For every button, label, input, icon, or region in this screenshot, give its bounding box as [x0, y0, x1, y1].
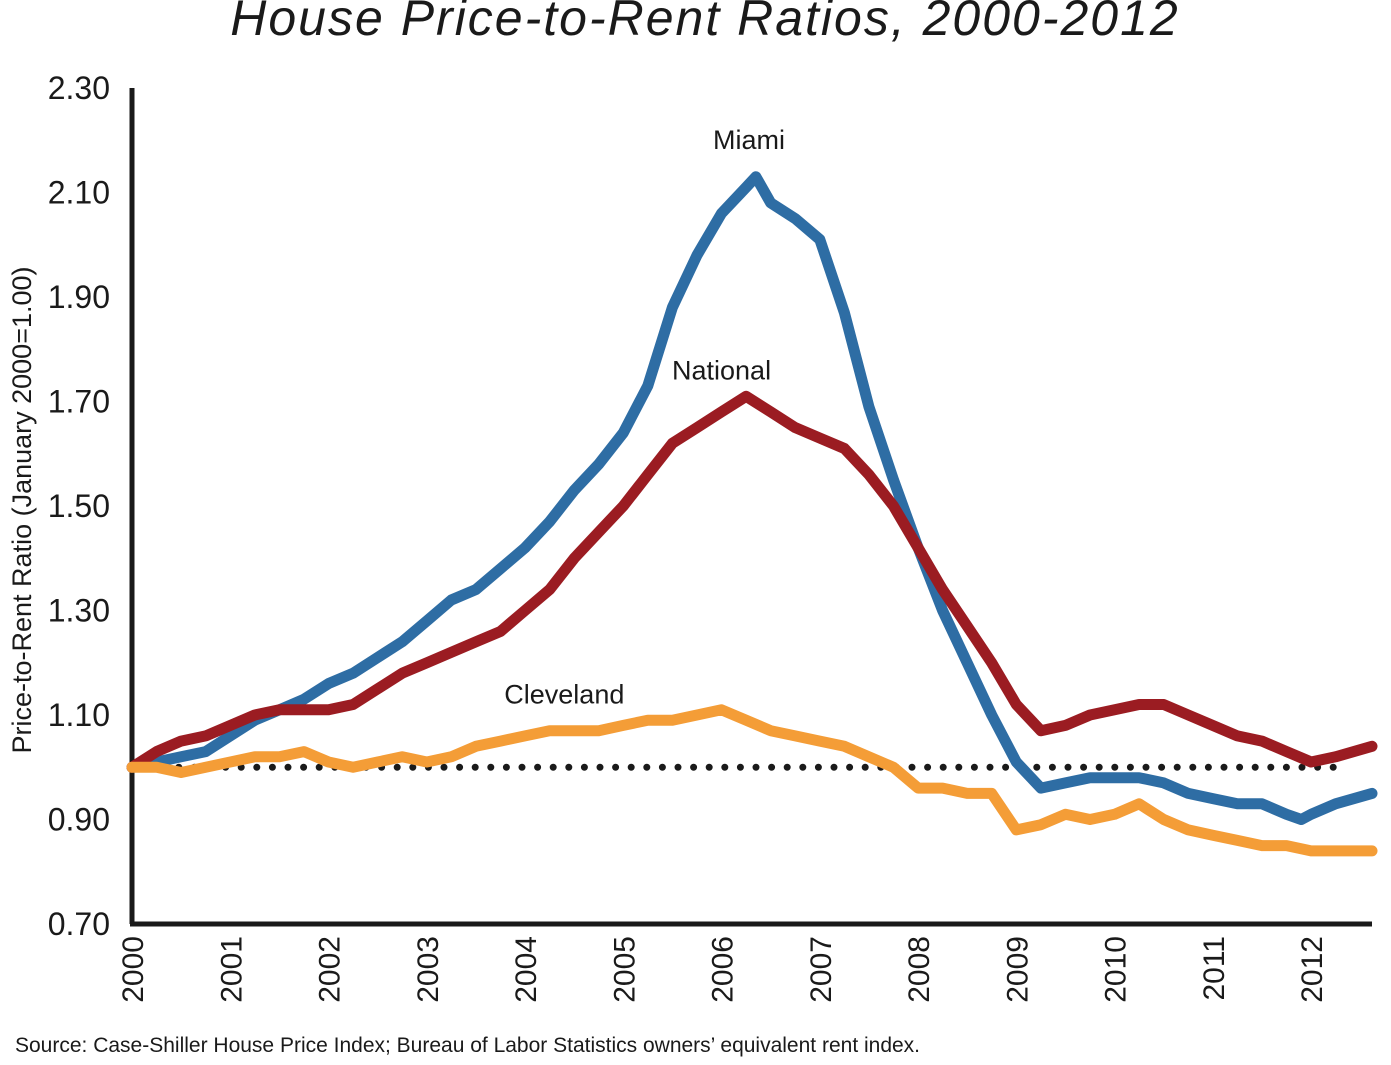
x-tick-label: 2009: [1001, 936, 1034, 1003]
y-tick-label: 1.10: [48, 697, 110, 733]
y-tick-label: 1.50: [48, 488, 110, 524]
x-tick-label: 2008: [903, 936, 936, 1003]
x-tick-label: 2003: [412, 936, 445, 1003]
x-tick-label: 2010: [1100, 936, 1133, 1003]
x-tick-label: 2001: [215, 936, 248, 1003]
series-label-cleveland: Cleveland: [504, 679, 624, 709]
y-axis-label: Price-to-Rent Ratio (January 2000=1.00): [7, 266, 37, 753]
y-tick-label: 1.30: [48, 593, 110, 629]
x-tick-label: 2011: [1198, 936, 1231, 1001]
x-tick-label: 2005: [608, 936, 641, 1003]
y-tick-label: 2.30: [48, 70, 110, 106]
x-tick-label: 2000: [117, 936, 150, 1003]
series-line-national: [126, 390, 1378, 773]
x-tick-label: 2006: [707, 936, 740, 1003]
y-tick-label: 2.10: [48, 175, 110, 211]
series-line-cleveland: [126, 704, 1378, 857]
plot-area: 0.70 0.90 1.10 1.30 1.50 1.70 1.90 2.10 2.30 2000…: [48, 70, 1378, 1003]
series-label-national: National: [672, 356, 771, 386]
y-tick-label: 1.70: [48, 384, 110, 420]
chart-title: House Price-to-Rent Ratios, 2000-2012: [230, 0, 1179, 46]
series-label-miami: Miami: [713, 125, 785, 155]
series-line-miami: [126, 171, 1378, 825]
x-tick-label: 2007: [805, 936, 838, 1003]
x-tick-label: 2002: [314, 936, 347, 1003]
y-tick-label: 0.70: [48, 906, 110, 942]
x-tick-label: 2004: [510, 936, 543, 1003]
y-tick-label: 1.90: [48, 279, 110, 315]
source-note: Source: Case-Shiller House Price Index; …: [15, 1034, 920, 1057]
y-tick-label: 0.90: [48, 802, 110, 838]
x-tick-label: 2012: [1296, 936, 1329, 1003]
